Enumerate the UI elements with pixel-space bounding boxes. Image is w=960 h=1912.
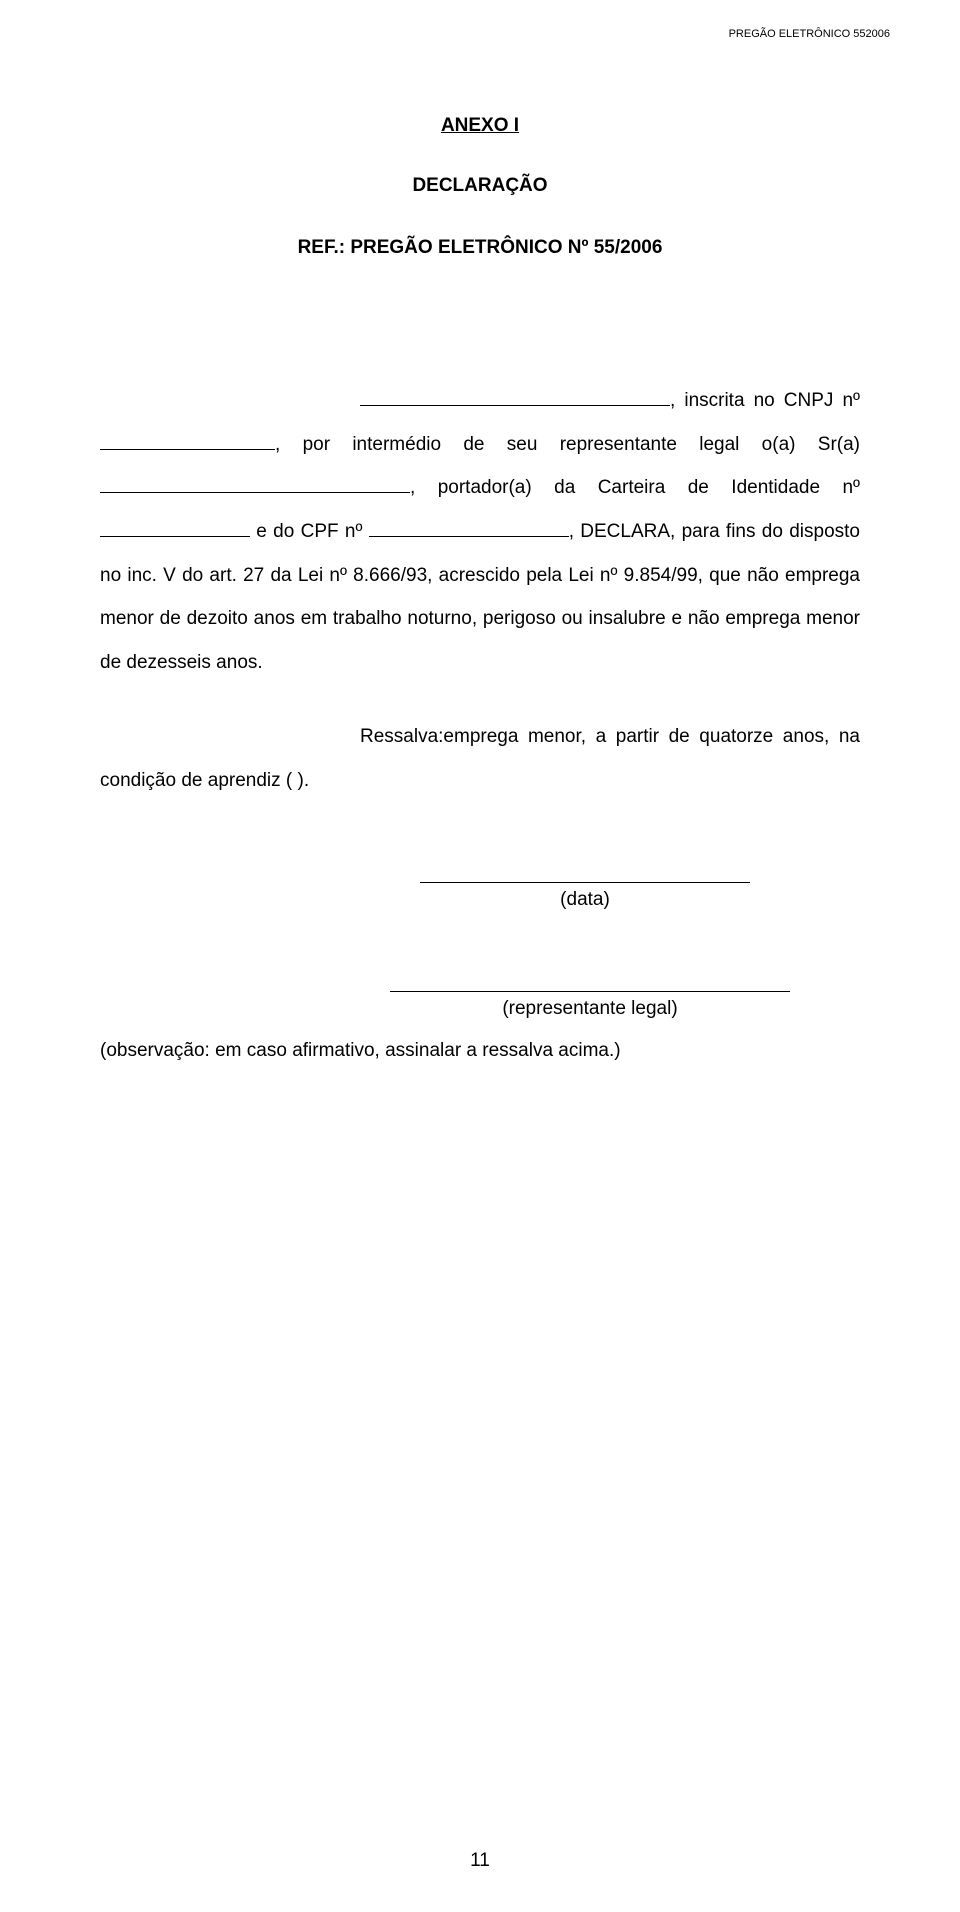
blank-cpf — [369, 536, 569, 537]
annex-title: ANEXO I — [100, 115, 860, 137]
body-t5: , DECLARA, para fins do disposto no inc.… — [100, 521, 860, 673]
blank-cnpj — [100, 449, 275, 450]
page-header-right: PREGÃO ELETRÔNICO 552006 — [729, 28, 890, 40]
blank-id — [100, 536, 250, 537]
signature-line-date — [420, 882, 750, 883]
observation-note: (observação: em caso afirmativo, assinal… — [100, 1040, 860, 1062]
blank-rep-name — [100, 492, 410, 493]
signature-label-date: (data) — [420, 889, 750, 911]
declaration-heading: DECLARAÇÃO — [100, 175, 860, 197]
reference-line: REF.: PREGÃO ELETRÔNICO Nº 55/2006 — [100, 237, 860, 259]
body-t3: , portador(a) da Carteira de Identidade … — [410, 477, 860, 498]
body-t4: e do CPF nº — [250, 521, 369, 542]
page-number: 11 — [0, 1850, 960, 1872]
body-t2: , por intermédio de seu representante le… — [275, 434, 860, 455]
blank-company — [360, 405, 670, 406]
signature-label-rep: (representante legal) — [390, 998, 790, 1020]
ressalva-text: Ressalva:emprega menor, a partir de quat… — [100, 726, 860, 791]
ressalva-block: Ressalva:emprega menor, a partir de quat… — [100, 715, 860, 802]
signature-line-rep — [390, 991, 790, 992]
document-page: PREGÃO ELETRÔNICO 552006 ANEXO I DECLARA… — [0, 0, 960, 1912]
body-t1: , inscrita no CNPJ nº — [670, 390, 860, 411]
declaration-body: , inscrita no CNPJ nº , por intermédio d… — [100, 379, 860, 685]
